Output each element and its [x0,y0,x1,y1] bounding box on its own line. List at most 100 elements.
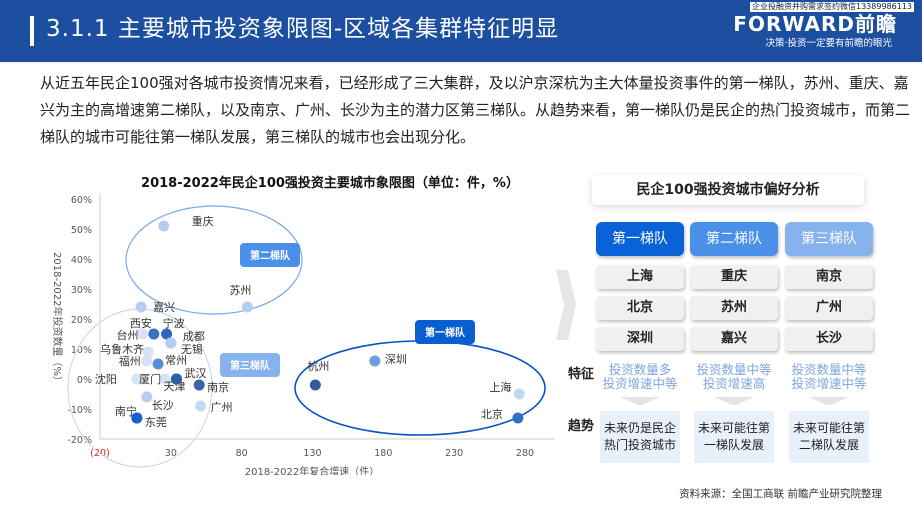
data-point [241,301,253,313]
data-point [158,220,170,232]
tier-badge [220,353,280,377]
data-point-label: 武汉 [185,367,207,380]
feature-line: 投资数量中等 [696,362,772,377]
data-point-label: 台州 [117,328,139,342]
data-point-label: 沈阳 [95,372,117,386]
data-point [131,373,143,385]
tier-badge [240,243,300,267]
data-point-label: 深圳 [385,353,407,366]
data-point-label: 成都 [183,330,205,343]
data-point-label: 东莞 [145,416,167,429]
tier-badge-label: 第三梯队 [230,359,271,372]
brand-logo: FORWARD前瞻 [733,12,897,36]
data-point-label: 嘉兴 [153,300,175,314]
data-point [165,337,177,349]
data-point-label: 广州 [211,401,233,414]
y-tick-label: 0% [77,375,92,386]
data-point-label: 杭州 [307,359,329,373]
tier-trend: 未来可能往第一梯队发展 [694,411,774,463]
tier-city: 重庆 [690,265,778,289]
scatter-chart: 2018-2022年民企100强投资主要城市象限图（单位：件，%） 60% 50% 4… [51,175,555,475]
x-tick-label: 180 [374,448,392,459]
tier-feature: 投资数量中等 投资增速中等 [782,363,876,391]
data-point [137,328,148,340]
y-tick-label: 50% [71,225,92,236]
data-point-label: 无锡 [181,342,203,356]
feature-line: 投资增速高 [702,376,766,391]
data-point [171,373,182,385]
tier-city: 上海 [596,265,684,289]
tier-header: 第二梯队 [690,222,778,256]
y-tick-label: 60% [71,195,92,206]
tier-city: 南京 [785,265,873,289]
y-tick-label: -10% [67,405,92,416]
x-tick-label: 80 [236,448,248,459]
feature-line: 投资数量多 [608,362,672,377]
tier-city: 深圳 [596,327,684,351]
x-axis-label: 2018-2022年复合增速（件） [245,465,380,475]
title-accent [30,16,34,46]
data-point-label: 南京 [207,380,229,394]
chart-title: 2018-2022年民企100强投资主要城市象限图（单位：件，%） [141,175,519,191]
x-tick-label: 130 [303,448,321,459]
tier-feature: 投资数量多 投资增速中等 [593,363,687,391]
data-point [152,358,164,370]
data-point [309,379,321,391]
data-point [513,388,525,400]
tier-badge [415,320,475,344]
y-tick-label: 10% [71,345,92,356]
intro-text: 从近五年民企100强对各城市投资情况来看，已经形成了三大集群，及以沪京深杭为主大… [40,74,911,146]
data-point-label: 北京 [481,407,503,421]
tier-city: 嘉兴 [690,327,778,351]
y-tick-label: -20% [67,435,92,446]
data-point-label: 宁波 [163,316,185,330]
tier-header: 第三梯队 [785,222,873,256]
data-point [141,355,153,367]
y-tick-label: 30% [71,285,92,296]
brand-contact: 企业投融资并购需求签约微信13389986113 [750,2,914,12]
feature-line: 投资增速中等 [791,376,867,391]
feature-line: 投资增速中等 [602,376,678,391]
arrow-right-icon [556,270,576,340]
data-point [135,301,147,313]
y-axis-label: 2018-2022年投资数量（%） [51,252,64,386]
data-point [369,355,381,367]
tier-city: 长沙 [785,327,873,351]
x-tick-label: 280 [516,448,534,459]
data-point [142,346,154,358]
x-tick-label: 30 [165,448,177,459]
data-point-label: 苏州 [229,284,251,297]
y-tick-label: 20% [71,315,92,326]
data-point [193,379,205,391]
feature-line: 投资数量中等 [791,362,867,377]
chevron-down-icon [620,397,660,407]
panel-title: 民企100强投资城市偏好分析 [592,175,864,205]
tier-city: 北京 [596,296,684,320]
data-point-label: 南宁 [115,404,137,418]
data-point-label: 长沙 [152,399,174,412]
chevron-down-icon [714,397,754,407]
y-tick-label: 40% [71,255,92,266]
data-point-label: 西安 [130,316,152,330]
x-tick-label: 230 [445,448,463,459]
data-point [161,328,173,340]
data-point-label: 重庆 [192,214,214,228]
chevron-down-icon [809,397,849,407]
data-point-label: 福州 [119,354,141,368]
brand-slogan: 决策·投资一定要有前瞻的眼光 [765,38,892,49]
tier-trend: 未来仍是民企热门投资城市 [600,411,680,463]
header: 3.1.1 主要城市投资象限图-区域各集群特征明显 企业投融资并购需求签约微信1… [0,0,922,62]
tier-feature: 投资数量中等 投资增速高 [687,363,781,391]
page-title: 3.1.1 主要城市投资象限图-区域各集群特征明显 [46,16,560,42]
data-point-label: 上海 [489,380,511,394]
tier-trend: 未来可能往第二梯队发展 [789,411,869,463]
data-point-label: 厦门 [139,372,161,386]
data-point [159,373,171,385]
data-point [195,400,207,412]
data-point-label: 天津 [164,380,186,393]
source-note: 资料来源：全国工商联 前瞻产业研究院整理 [679,488,882,500]
data-point-label: 常州 [165,354,187,367]
tier-badge-label: 第二梯队 [250,249,291,262]
tier-city: 苏州 [690,296,778,320]
trend-label: 趋势 [568,419,595,434]
